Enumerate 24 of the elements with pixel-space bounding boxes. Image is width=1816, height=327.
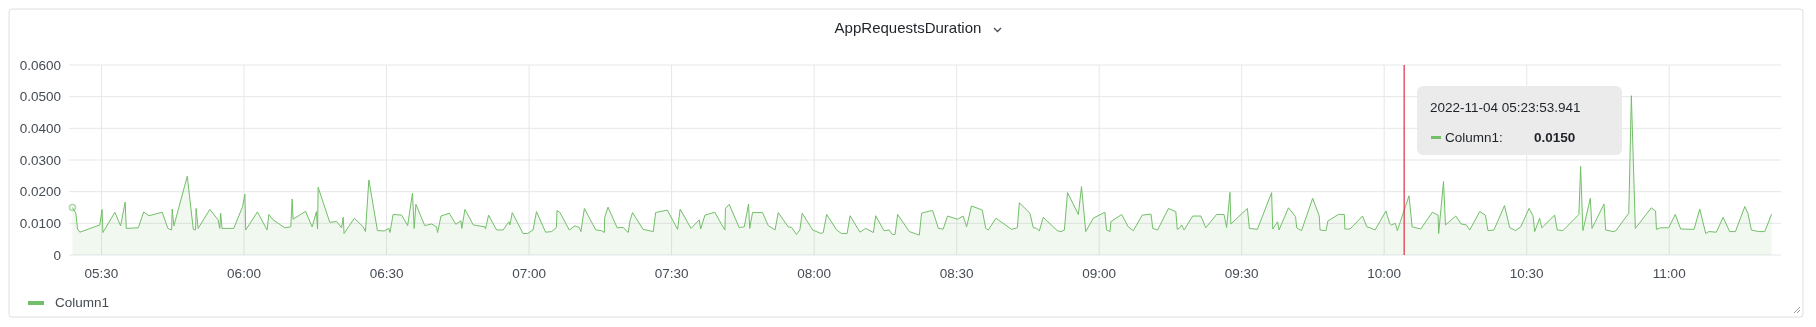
y-tick-label: 0.0300 xyxy=(19,152,61,168)
y-tick-label: 0.0100 xyxy=(19,216,61,232)
y-tick-label: 0 xyxy=(53,247,61,263)
y-tick-label: 0.0400 xyxy=(19,121,61,137)
x-tick-label: 08:30 xyxy=(939,266,974,281)
x-tick-label: 05:30 xyxy=(84,266,119,281)
y-tick-label: 0.0200 xyxy=(19,184,61,200)
x-tick-label: 10:30 xyxy=(1509,266,1544,281)
x-tick-label: 10:00 xyxy=(1367,266,1402,281)
y-tick-label: 0.0600 xyxy=(19,57,61,73)
annotation: 2022-11-04 05:23:53.941 xyxy=(1430,100,1581,115)
x-tick-label: 09:30 xyxy=(1224,266,1259,281)
x-tick-label: 09:00 xyxy=(1082,266,1117,281)
annotation: Column1: xyxy=(1445,130,1503,145)
x-tick-label: 07:30 xyxy=(654,266,689,281)
x-tick-label: 06:30 xyxy=(369,266,404,281)
x-tick-label: 07:00 xyxy=(512,266,546,281)
x-tick-label: 06:00 xyxy=(227,266,261,281)
y-tick-label: 0.0500 xyxy=(19,89,61,105)
annotation: 0.0150 xyxy=(1534,130,1576,145)
x-tick-label: 08:00 xyxy=(797,266,832,281)
chart-title: AppRequestsDuration xyxy=(834,19,982,36)
legend-label: Column1 xyxy=(55,295,110,310)
x-tick-label: 11:00 xyxy=(1652,266,1686,281)
